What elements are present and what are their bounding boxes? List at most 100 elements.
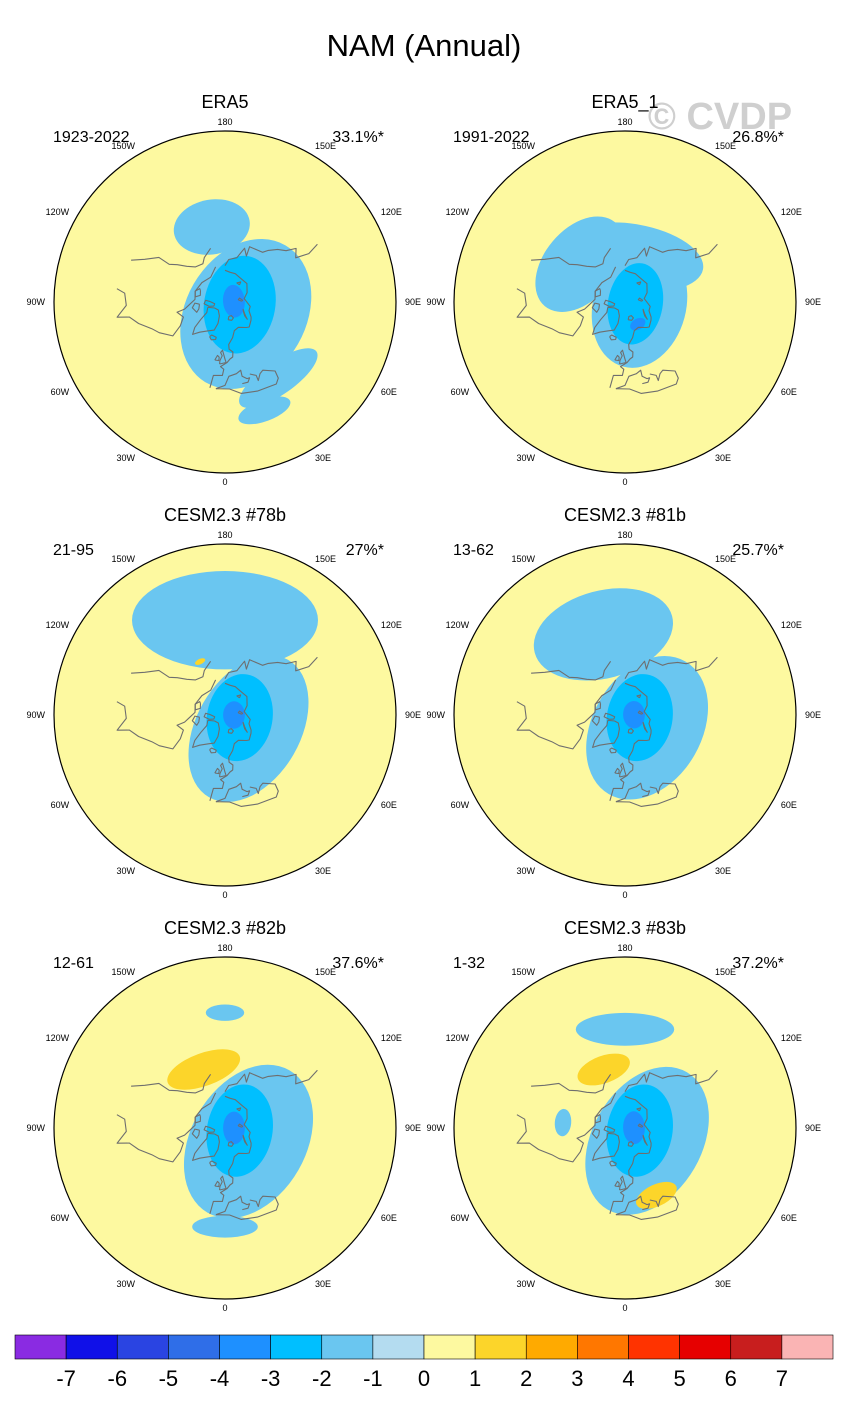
- longitude-label: 0: [622, 890, 627, 900]
- colorbar-tick-label: -7: [56, 1366, 76, 1391]
- coastline: [191, 715, 201, 726]
- colorbar-tick-label: 4: [622, 1366, 634, 1391]
- colorbar-tick-label: -4: [210, 1366, 230, 1391]
- coastline: [224, 656, 318, 679]
- longitude-label: 150W: [511, 141, 535, 151]
- longitude-label: 120E: [781, 620, 802, 630]
- longitude-label: 60W: [51, 800, 70, 810]
- coastline: [531, 1073, 612, 1094]
- coastline: [603, 712, 616, 720]
- coastline: [636, 281, 642, 286]
- panel-period: 12-61: [53, 955, 94, 972]
- map-border: [453, 543, 797, 887]
- map-border: [453, 956, 797, 1300]
- coastlines: [516, 1069, 718, 1220]
- contour-fills: [167, 1004, 314, 1238]
- coastline: [227, 1141, 234, 1147]
- coastline: [237, 1123, 244, 1128]
- coastline: [615, 782, 651, 803]
- coastline: [615, 782, 679, 807]
- contour-region: [636, 1181, 677, 1209]
- coastline: [636, 694, 642, 699]
- contour-fills: [554, 1012, 709, 1215]
- longitude-label: 60E: [381, 387, 397, 397]
- coastline: [237, 710, 244, 715]
- coastline: [214, 767, 220, 775]
- coastline: [615, 1195, 679, 1220]
- panel-title: CESM2.3 #81b: [564, 505, 686, 525]
- coastline: [236, 281, 242, 286]
- longitude-label: 120W: [446, 207, 470, 217]
- colorbar-tick-label: 3: [571, 1366, 583, 1391]
- contour-region: [205, 1004, 245, 1021]
- longitude-label: 30E: [715, 1279, 731, 1289]
- contour-region: [167, 1049, 241, 1090]
- coastline: [609, 1160, 617, 1167]
- longitude-label: 30W: [516, 1279, 535, 1289]
- coastline: [192, 1132, 220, 1161]
- coastline: [594, 1114, 602, 1124]
- coastline: [531, 247, 612, 268]
- coastline: [194, 1114, 202, 1124]
- coastline: [531, 660, 612, 681]
- longitude-label: 150E: [315, 554, 336, 564]
- contour-region: [223, 1111, 245, 1145]
- longitude-label: 60W: [51, 1213, 70, 1223]
- longitude-label: 30W: [116, 1279, 135, 1289]
- longitude-label: 60W: [451, 800, 470, 810]
- contour-region: [577, 1053, 630, 1086]
- longitude-label: 120W: [46, 1033, 70, 1043]
- coastline: [236, 1107, 242, 1112]
- longitude-label: 90W: [26, 297, 45, 307]
- coastline: [603, 1125, 616, 1133]
- map-border: [53, 130, 397, 474]
- longitude-label: 90E: [805, 297, 821, 307]
- coastline: [203, 712, 216, 720]
- map-panel: 180 150E 120E 90E 60E 30E 0 30W 60W 90W 120W 150W ER…: [426, 92, 821, 487]
- colorbar-swatch: [577, 1334, 629, 1360]
- colorbar-tick-label: 6: [725, 1366, 737, 1391]
- coastlines: [116, 1069, 318, 1220]
- coastline: [594, 288, 602, 298]
- coastline: [215, 369, 251, 390]
- longitude-label: 90W: [26, 710, 45, 720]
- map-border: [53, 956, 397, 1300]
- coastline: [637, 1123, 644, 1128]
- map-panel: 180 150E 120E 90E 60E 30E 0 30W 60W 90W 120W 150W ER…: [26, 92, 421, 487]
- coastline: [637, 710, 644, 715]
- contour-fills: [173, 199, 318, 425]
- coastline: [215, 1195, 251, 1216]
- colorbar-tick-label: -3: [261, 1366, 281, 1391]
- coastline: [619, 349, 627, 365]
- coastline: [209, 747, 217, 754]
- panel-title: CESM2.3 #78b: [164, 505, 286, 525]
- longitude-label: 30W: [516, 866, 535, 876]
- colorbar-swatch: [423, 1334, 476, 1360]
- panel-title: CESM2.3 #83b: [564, 918, 686, 938]
- longitude-label: 0: [622, 477, 627, 487]
- longitude-label: 180: [217, 117, 232, 127]
- colorbar-tick-label: -1: [363, 1366, 383, 1391]
- longitude-label: 120E: [781, 207, 802, 217]
- coastline: [215, 369, 279, 394]
- contour-region: [623, 701, 645, 729]
- coastline: [624, 656, 718, 679]
- coastline: [619, 762, 627, 778]
- longitude-label: 30E: [315, 1279, 331, 1289]
- longitude-label: 180: [617, 943, 632, 953]
- coastline: [242, 1134, 248, 1146]
- colorbar-swatch: [781, 1334, 834, 1360]
- longitude-label: 30E: [315, 453, 331, 463]
- colorbar-tick-label: -6: [108, 1366, 128, 1391]
- colorbar-swatch: [168, 1334, 220, 1360]
- coastline: [203, 299, 216, 307]
- coastline: [594, 701, 602, 711]
- longitude-label: 120W: [46, 620, 70, 630]
- colorbar-swatch: [321, 1334, 374, 1360]
- panel-period: 13-62: [453, 542, 494, 559]
- coastline: [192, 306, 220, 335]
- figure-title: NAM (Annual): [327, 28, 522, 63]
- colorbar-tick-label: 7: [776, 1366, 788, 1391]
- coastline: [215, 782, 279, 807]
- longitude-label: 30W: [116, 453, 135, 463]
